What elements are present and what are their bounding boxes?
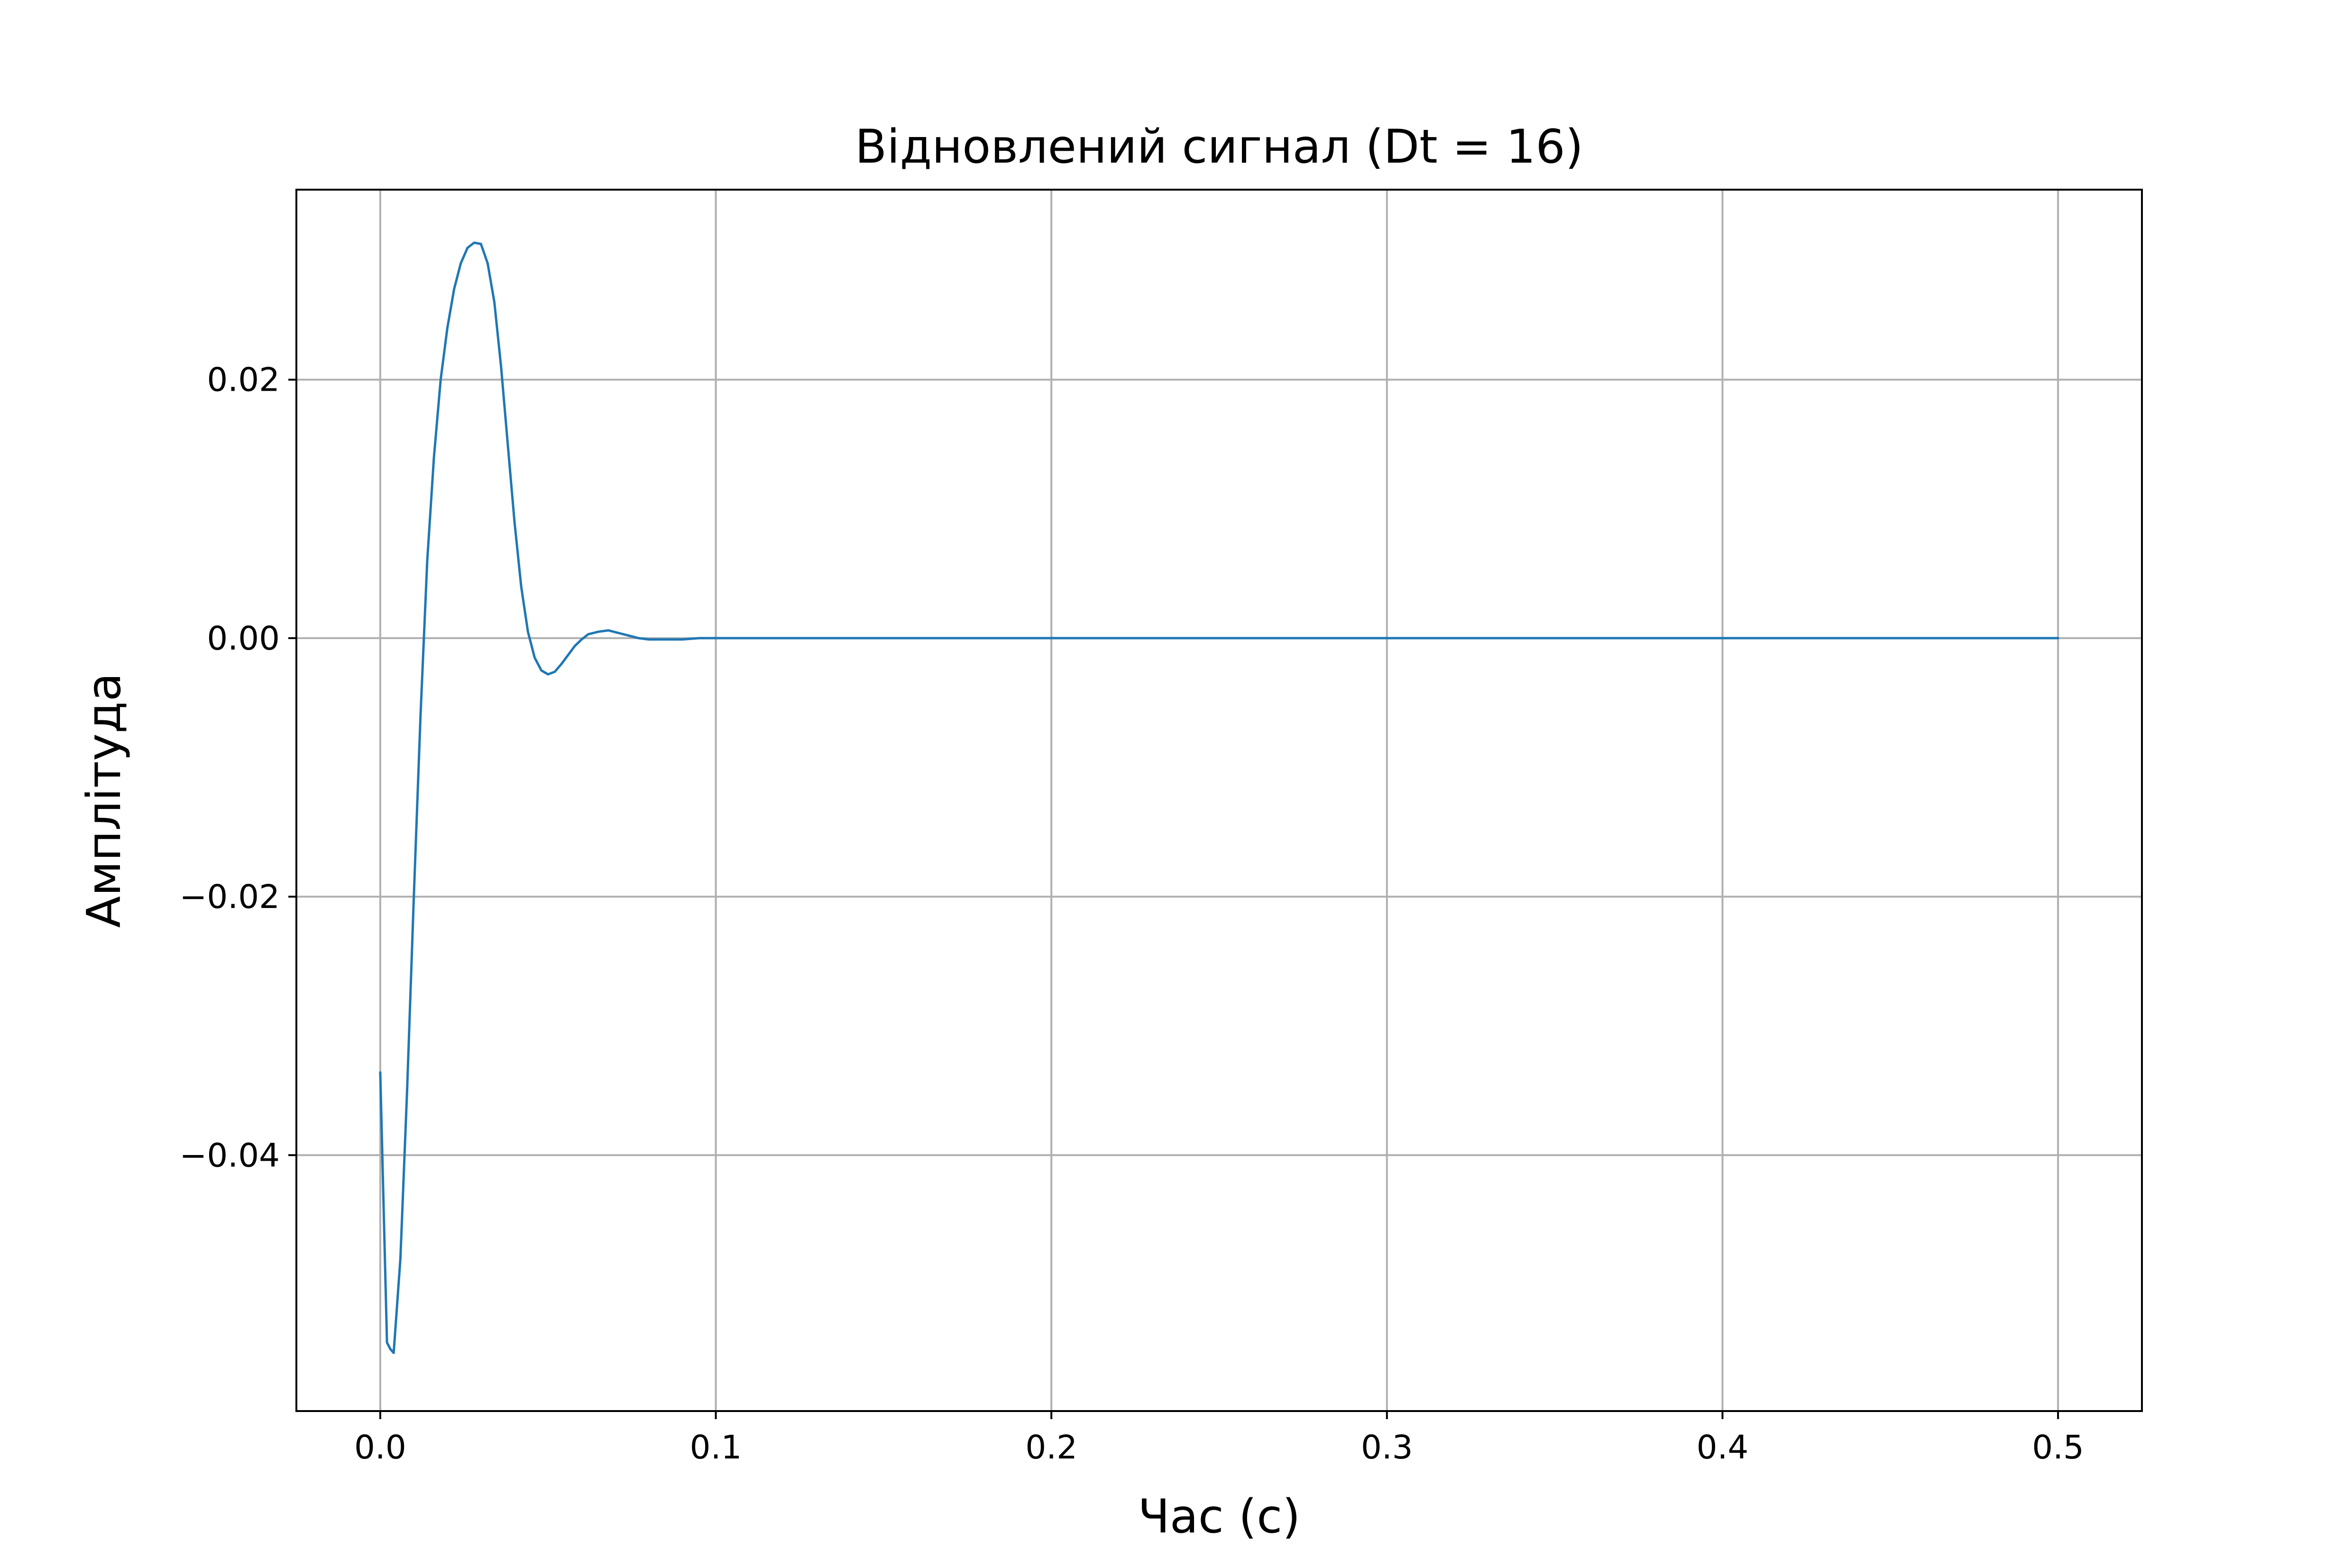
y-tick-label: −0.02 [180, 878, 280, 916]
x-tick-label: 0.2 [1025, 1429, 1077, 1467]
x-tick-label: 0.5 [2032, 1429, 2084, 1467]
x-tick-label: 0.3 [1361, 1429, 1413, 1467]
y-tick-label: 0.00 [207, 620, 280, 658]
y-tick-label: −0.04 [180, 1137, 280, 1174]
x-tick-label: 0.0 [354, 1429, 406, 1467]
chart-title: Відновлений сигнал (Dt = 16) [855, 120, 1583, 174]
ticks: 0.0 0.1 0.2 0.3 0.4 0.5 0.02 0.00 −0.02 −0.04 [180, 361, 2084, 1467]
y-axis-label: Амплітуда [77, 673, 131, 928]
axes-frame [295, 189, 2143, 1412]
series-line [379, 241, 2059, 1354]
x-tick-label: 0.1 [690, 1429, 742, 1467]
x-axis-label: Час (с) [1138, 1490, 1301, 1544]
series-layer [379, 241, 2059, 1354]
grid [296, 190, 2142, 1411]
x-tick-label: 0.4 [1697, 1429, 1749, 1467]
y-tick-label: 0.02 [207, 361, 280, 399]
